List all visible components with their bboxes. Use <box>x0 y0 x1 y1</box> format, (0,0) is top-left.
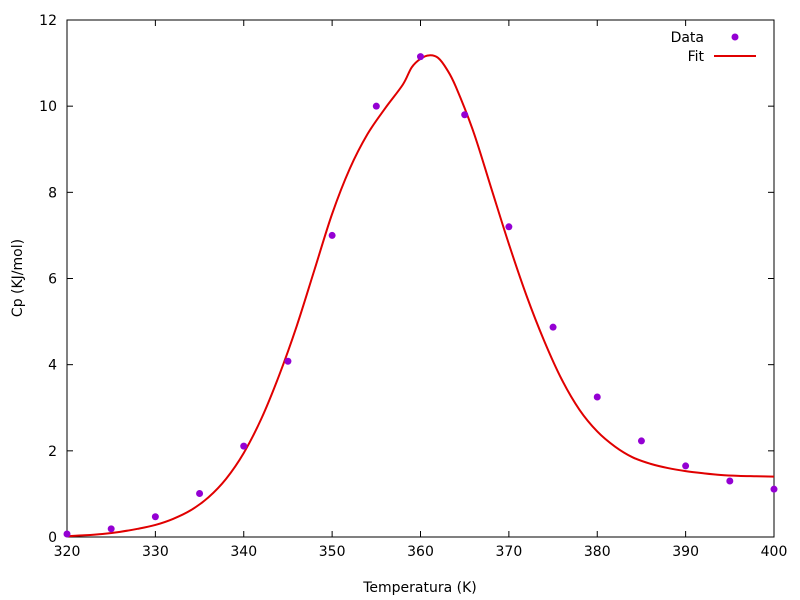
data-point <box>196 489 204 497</box>
fit-layer <box>66 54 775 538</box>
x-tick-label: 400 <box>761 544 788 560</box>
x-tick-label: 340 <box>230 544 257 560</box>
tick-labels: 320 330 340 350 360 370 380 390 400 0 2 4 6 8 10 12 <box>39 13 787 560</box>
legend-marker-data <box>731 33 739 41</box>
data-point <box>240 442 248 450</box>
x-tick-label: 370 <box>496 544 523 560</box>
x-tick-label: 350 <box>319 544 346 560</box>
data-point <box>770 485 778 493</box>
data-point <box>417 53 424 61</box>
data-point <box>107 525 115 533</box>
y-axis-label: Cp (KJ/mol) <box>10 239 26 317</box>
legend-label-fit: Fit <box>688 49 705 65</box>
data-point <box>549 323 557 331</box>
x-tick-label: 360 <box>407 544 434 560</box>
data-point <box>284 357 292 365</box>
data-point <box>505 223 513 231</box>
fit-line <box>66 54 775 538</box>
data-point <box>682 462 690 470</box>
data-point <box>461 111 469 119</box>
y-tick-label: 12 <box>39 13 57 29</box>
y-tick-label: 0 <box>48 530 57 546</box>
y-tick-label: 8 <box>48 185 57 201</box>
points-layer <box>63 53 778 538</box>
y-tick-label: 2 <box>48 444 57 460</box>
data-point <box>63 530 71 538</box>
data-point <box>593 393 601 401</box>
data-point <box>328 231 336 239</box>
x-tick-label: 320 <box>54 544 81 560</box>
y-tick-label: 10 <box>39 99 57 115</box>
x-tick-label: 390 <box>672 544 699 560</box>
x-axis-label: Temperatura (K) <box>362 580 477 596</box>
data-point <box>726 477 734 485</box>
data-point <box>372 102 380 110</box>
data-point <box>637 437 645 445</box>
x-tick-label: 330 <box>142 544 169 560</box>
y-tick-label: 6 <box>48 272 57 288</box>
legend: Data Fit <box>671 30 756 65</box>
y-tick-label: 4 <box>48 358 57 374</box>
data-point <box>151 513 159 521</box>
x-tick-label: 380 <box>584 544 611 560</box>
legend-label-data: Data <box>671 30 704 46</box>
